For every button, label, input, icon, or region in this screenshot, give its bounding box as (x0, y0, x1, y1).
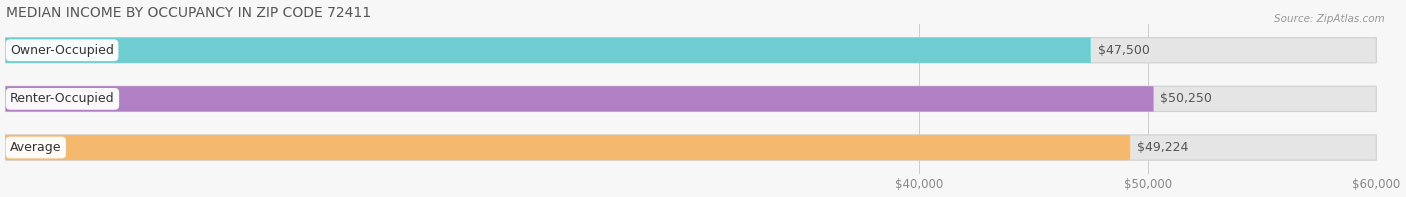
Text: $50,250: $50,250 (1160, 92, 1212, 105)
Text: $49,224: $49,224 (1137, 141, 1188, 154)
Text: $47,500: $47,500 (1098, 44, 1150, 57)
FancyBboxPatch shape (6, 86, 1153, 112)
Text: Renter-Occupied: Renter-Occupied (10, 92, 115, 105)
FancyBboxPatch shape (6, 86, 1376, 112)
Text: Owner-Occupied: Owner-Occupied (10, 44, 114, 57)
FancyBboxPatch shape (6, 38, 1376, 63)
FancyBboxPatch shape (6, 38, 1091, 63)
Text: MEDIAN INCOME BY OCCUPANCY IN ZIP CODE 72411: MEDIAN INCOME BY OCCUPANCY IN ZIP CODE 7… (6, 6, 371, 20)
Text: Average: Average (10, 141, 62, 154)
FancyBboxPatch shape (6, 135, 1376, 160)
Text: Source: ZipAtlas.com: Source: ZipAtlas.com (1274, 14, 1385, 24)
FancyBboxPatch shape (6, 135, 1130, 160)
